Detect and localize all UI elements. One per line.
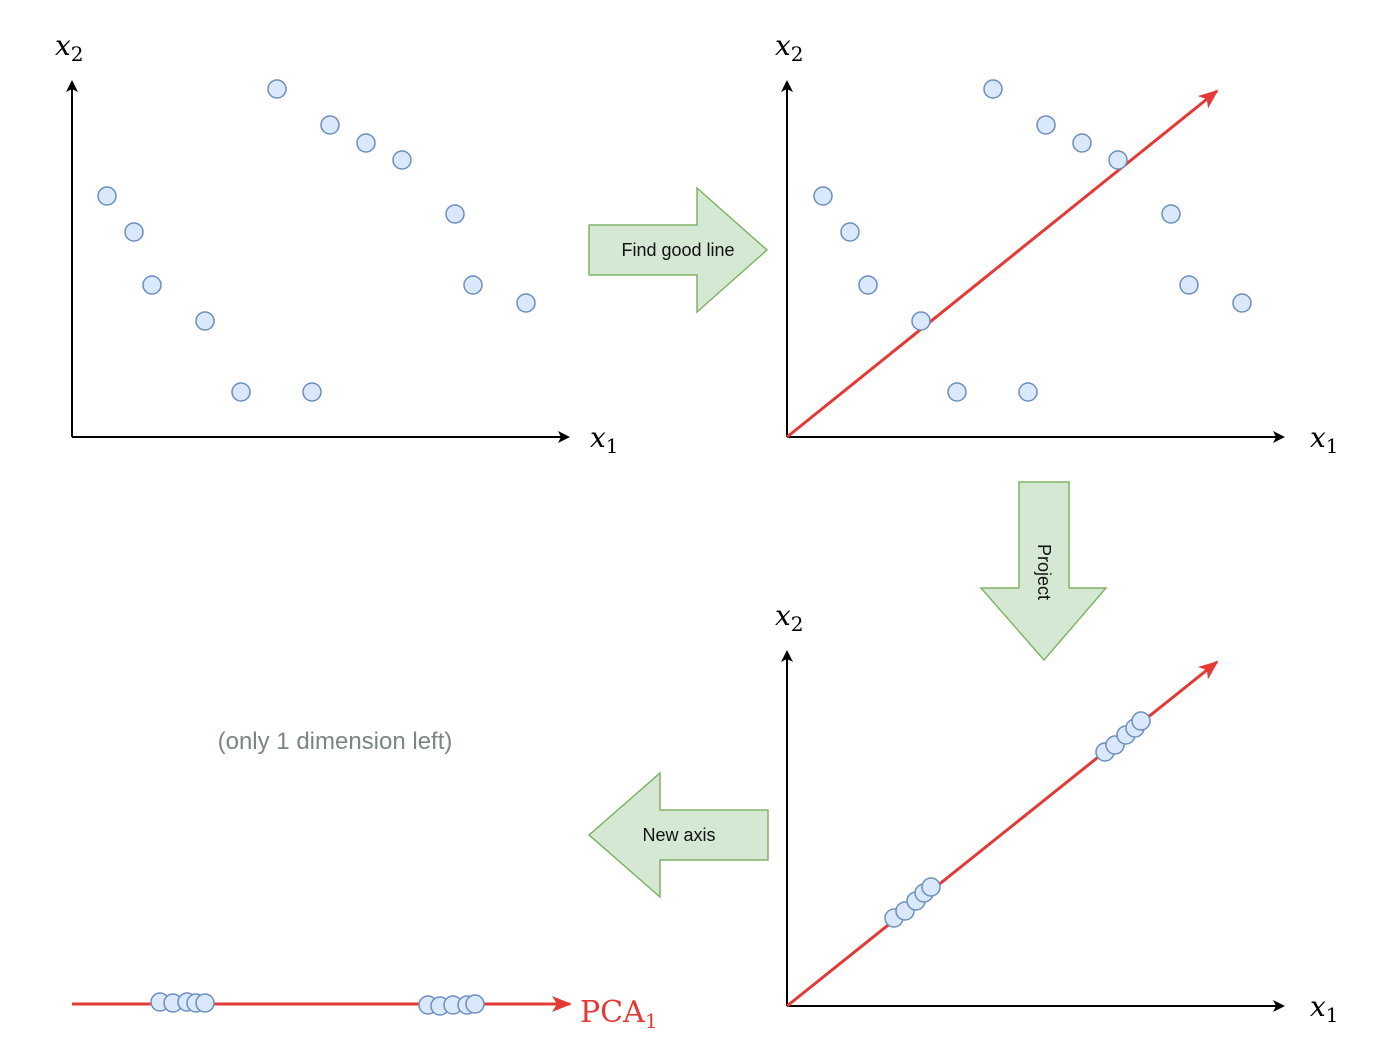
x1-axis-label: x1 [590,421,619,458]
project-arrow: Project [979,481,1108,662]
new-axis-label: New axis [642,825,715,845]
panel-original: x2 x1 [55,29,619,458]
new-axis-arrow: New axis [587,771,769,899]
data-point [1108,150,1128,170]
data-point [840,222,860,242]
x2-axis-label: x2 [775,29,804,66]
data-point [1036,115,1056,135]
data-point [445,204,465,224]
x2-axis-label: x2 [55,29,84,66]
data-point [983,79,1003,99]
data-point [392,150,412,170]
data-point [97,186,117,206]
data-point [1131,711,1151,731]
data-point [195,993,215,1013]
projected-points [884,711,1151,928]
panel-line: x2 x1 [775,29,1339,458]
data-point [1072,133,1092,153]
x2-axis-label: x2 [775,599,804,636]
data-point [947,382,967,402]
principal-line [786,89,1219,439]
project-label: Project [1034,544,1054,600]
data-point [921,877,941,897]
pca-axis-label: PCA1 [580,995,658,1033]
data-point [813,186,833,206]
x1-axis-label: x1 [1310,990,1339,1027]
data-point [516,293,536,313]
data-point [142,275,162,295]
data-point [195,311,215,331]
principal-line [786,660,1219,1008]
data-point [302,382,322,402]
x1-axis-label: x1 [1310,421,1339,458]
data-points [813,79,1252,402]
data-point [231,382,251,402]
data-point [320,115,340,135]
panel-pca-axis: PCA1 [72,992,658,1033]
pca-points [150,992,485,1016]
data-point [356,133,376,153]
data-point [463,275,483,295]
dimension-note: (only 1 dimension left) [218,728,453,755]
data-point [858,275,878,295]
data-point [1161,204,1181,224]
data-point [911,311,931,331]
data-point [124,222,144,242]
data-points [97,79,536,402]
data-point [1232,293,1252,313]
find-good-line-arrow: Find good line [588,186,769,314]
find-good-line-label: Find good line [621,240,734,260]
panel-projected: x2 x1 [775,599,1339,1027]
data-point [267,79,287,99]
data-point [1179,275,1199,295]
data-point [465,994,485,1014]
data-point [1018,382,1038,402]
